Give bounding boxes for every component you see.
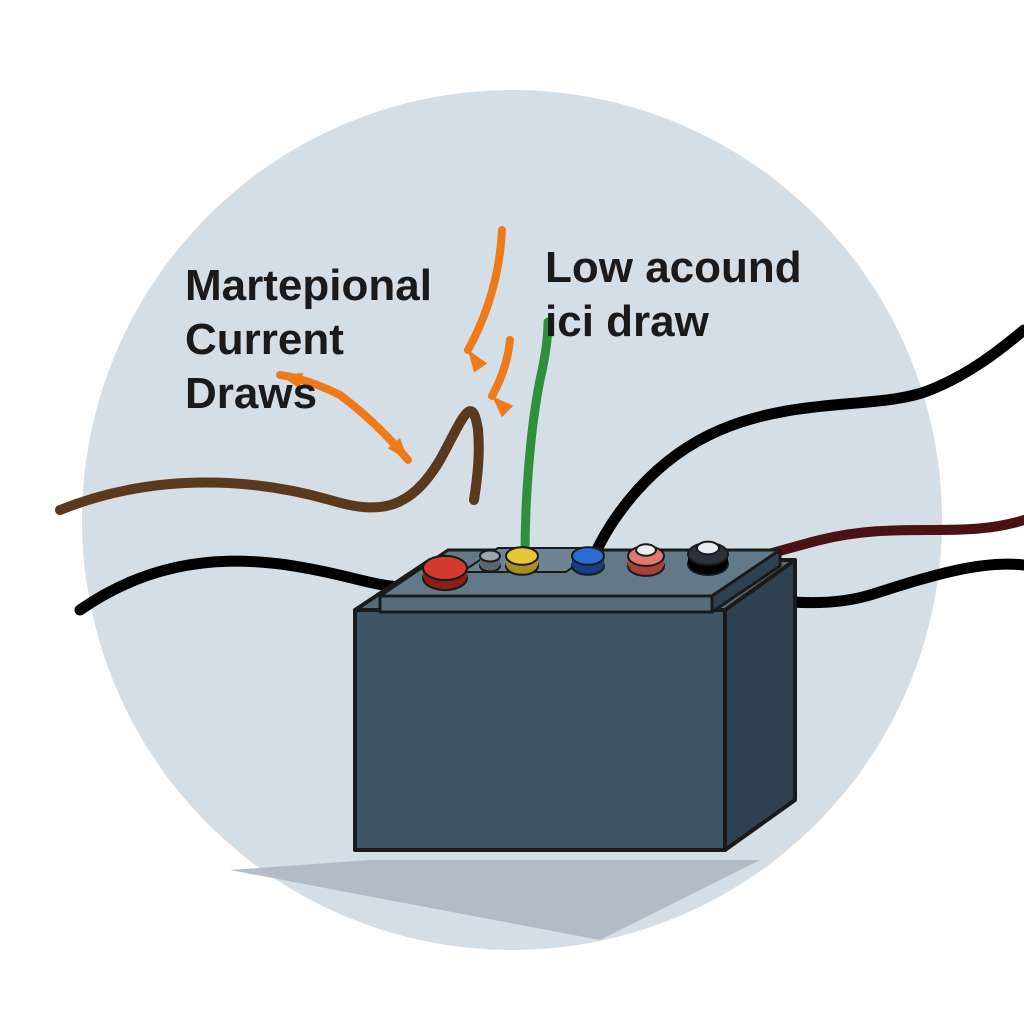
label-left-line-2: Draws — [185, 369, 317, 418]
label-left-line-0: Martepional — [185, 261, 432, 310]
battery-lid-front — [380, 596, 712, 612]
label-right-line-0: Low acound — [545, 243, 802, 292]
battery — [355, 542, 795, 850]
terminal-0 — [423, 556, 467, 590]
label-left-line-1: Current — [185, 315, 344, 364]
terminal-4 — [628, 544, 664, 576]
battery-front — [355, 610, 725, 850]
label-right-line-1: ici draw — [545, 297, 710, 346]
battery-current-draw-diagram: Martepional Current Draws Low acound ici dra… — [0, 0, 1024, 1024]
terminal-1 — [480, 551, 500, 572]
terminal-3 — [572, 547, 604, 575]
terminal-2 — [506, 547, 538, 575]
terminal-5 — [688, 542, 728, 575]
